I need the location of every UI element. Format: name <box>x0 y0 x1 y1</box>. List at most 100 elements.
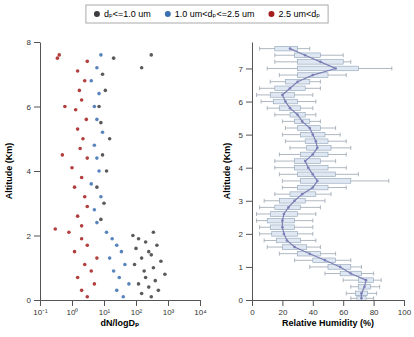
whisker-cap <box>259 225 260 229</box>
tick-mark <box>34 42 40 43</box>
legend-item: 1.0 um<dₚ<=2.5 um <box>165 9 255 19</box>
tick-mark <box>246 68 252 69</box>
whisker-cap <box>315 212 316 216</box>
tick: 100 <box>398 300 412 317</box>
mean-point <box>301 120 304 123</box>
axis-line <box>40 43 41 301</box>
whisker-cap <box>282 133 283 137</box>
whisker-cap <box>264 238 265 242</box>
tick-label: 20 <box>278 308 287 317</box>
legend-marker <box>268 11 274 17</box>
point <box>155 243 159 247</box>
tick-label: 3 <box>239 197 244 206</box>
box <box>298 73 328 78</box>
tick-label: 5 <box>239 131 244 140</box>
tick: 0 <box>239 296 252 305</box>
tick-mark <box>34 171 40 172</box>
tick-label: 0 <box>250 308 255 317</box>
point <box>140 292 144 296</box>
point <box>93 208 97 212</box>
point <box>85 60 89 64</box>
point <box>97 105 101 109</box>
whisker <box>351 286 380 287</box>
whisker-cap <box>261 100 262 104</box>
point <box>73 250 77 254</box>
whisker-cap <box>270 80 271 84</box>
whisker <box>282 121 320 122</box>
whisker-cap <box>376 291 377 295</box>
point <box>105 230 109 234</box>
point <box>89 269 93 273</box>
point <box>99 121 103 125</box>
box <box>273 99 297 104</box>
whisker <box>267 247 320 248</box>
point <box>99 195 103 199</box>
tick-mark <box>246 201 252 202</box>
mean-point <box>360 297 363 300</box>
box <box>290 192 316 197</box>
whisker-cap <box>343 278 344 282</box>
point <box>80 176 84 180</box>
tick: 10¹ <box>99 300 111 317</box>
point <box>137 237 141 241</box>
tick-label: 60 <box>339 308 348 317</box>
whisker-cap <box>259 86 260 90</box>
whisker-cap <box>320 119 321 123</box>
chart: 10⁻¹10⁰10¹10²10³10⁴02468dN/logDₚAltitude… <box>0 0 414 337</box>
point <box>147 250 151 254</box>
point <box>115 243 119 247</box>
tick-mark <box>40 300 41 306</box>
box <box>295 119 310 124</box>
whisker-cap <box>320 205 321 209</box>
whisker-cap <box>274 159 275 163</box>
tick-mark <box>246 135 252 136</box>
point <box>76 214 80 218</box>
mean-point <box>312 173 315 176</box>
point <box>85 295 89 299</box>
tick-label: 100 <box>398 308 412 317</box>
whisker-cap <box>282 119 283 123</box>
mean-point <box>316 147 319 150</box>
whisker-cap <box>358 172 359 176</box>
legend-label: dₚ<=1.0 um <box>104 9 151 19</box>
whisker-cap <box>290 146 291 150</box>
axis-line <box>41 300 201 301</box>
mean-point <box>339 266 342 269</box>
point <box>157 289 161 293</box>
point <box>149 53 153 57</box>
whisker-cap <box>335 126 336 130</box>
point <box>95 185 99 189</box>
whisker-cap <box>346 73 347 77</box>
tick: 4 <box>27 167 40 176</box>
point <box>67 230 71 234</box>
tick-label: 10⁴ <box>194 308 207 317</box>
point <box>159 260 163 264</box>
whisker-cap <box>331 192 332 196</box>
tick: 10⁴ <box>194 300 207 317</box>
point <box>93 282 97 286</box>
box <box>298 60 344 65</box>
x-axis: 020406080100 <box>250 300 411 317</box>
y-axis: 02468 <box>27 38 41 305</box>
whisker-cap <box>264 199 265 203</box>
x-axis: 10⁻¹10⁰10¹10²10³10⁴ <box>33 300 207 317</box>
y-axis-title: Altitude (Km) <box>222 143 232 200</box>
point <box>85 118 89 122</box>
whisker-cap <box>285 139 286 143</box>
point <box>78 147 82 151</box>
tick: 10³ <box>163 300 175 317</box>
mean-point <box>334 67 337 70</box>
tick-label: 10¹ <box>99 308 111 317</box>
whisker-cap <box>256 93 257 97</box>
whisker-cap <box>309 265 310 269</box>
whisker-cap <box>379 285 380 289</box>
tick-label: 6 <box>239 98 244 107</box>
point <box>76 127 80 131</box>
mean-point <box>365 279 368 282</box>
whisker-cap <box>391 66 392 70</box>
point <box>147 285 151 289</box>
whisker <box>351 298 374 299</box>
point <box>83 195 87 199</box>
whisker-cap <box>267 106 268 110</box>
box <box>307 146 331 151</box>
